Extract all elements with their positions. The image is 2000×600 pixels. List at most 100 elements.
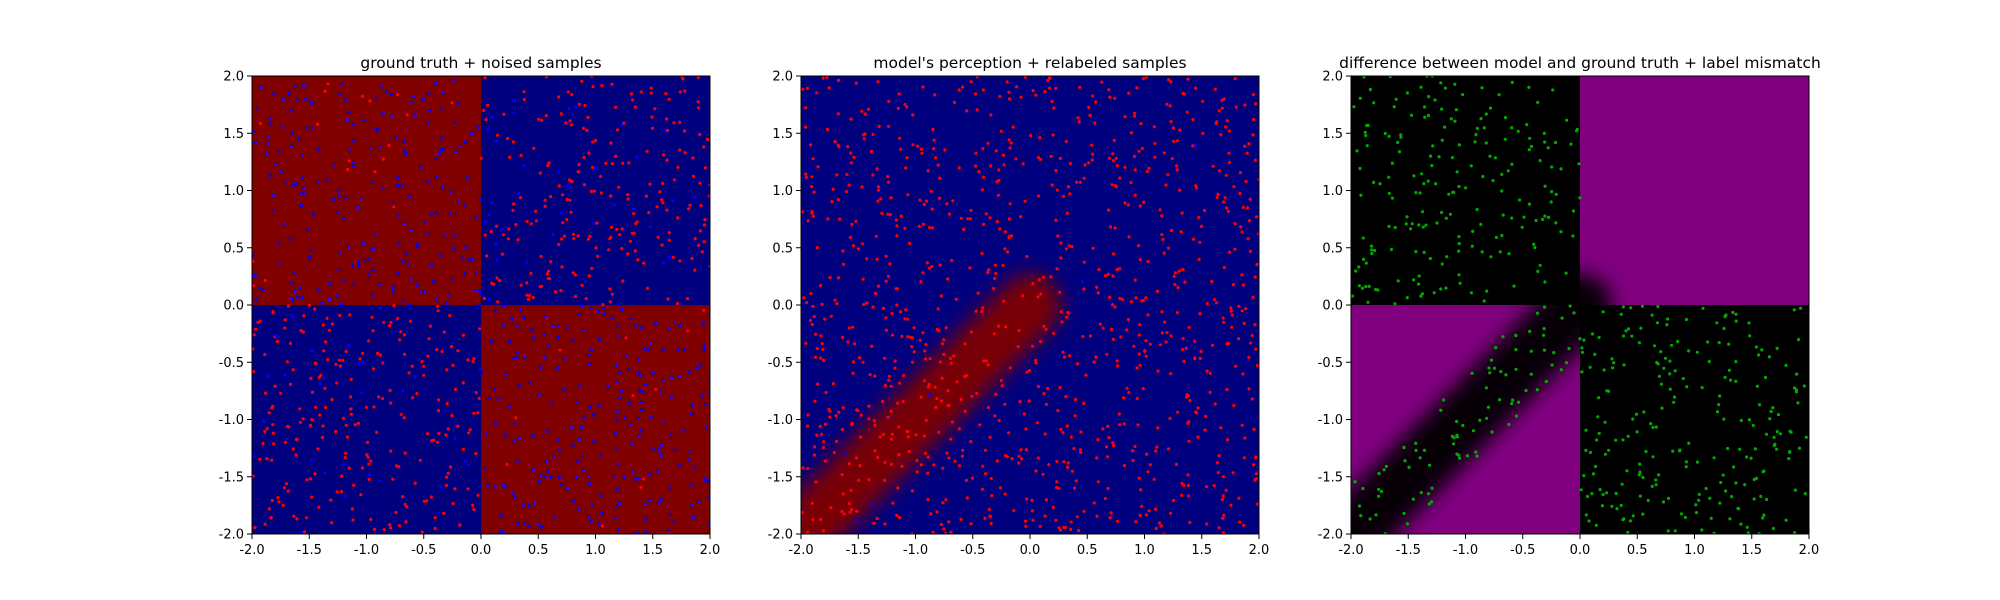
scatter-point [890, 311, 894, 315]
scatter-point [1405, 91, 1410, 95]
scatter-point [615, 227, 619, 231]
scatter-point [1014, 157, 1018, 161]
y-tick-label: -1.5 [219, 470, 244, 485]
scatter-point [1252, 463, 1256, 467]
scatter-point [1612, 361, 1616, 365]
scatter-point [615, 418, 619, 422]
y-tick-label: 1.5 [223, 127, 244, 142]
scatter-point [970, 394, 974, 398]
scatter-point [938, 176, 942, 180]
scatter-point [545, 459, 549, 464]
scatter-point [620, 307, 624, 311]
scatter-point [608, 237, 612, 241]
scatter-point [421, 97, 425, 102]
scatter-point [644, 517, 648, 521]
scatter-point [1063, 355, 1067, 359]
scatter-point [1044, 402, 1048, 406]
scatter-point [430, 439, 434, 443]
scatter-point [843, 452, 847, 456]
scatter-point [291, 299, 295, 303]
scatter-point [396, 93, 400, 97]
scatter-point [1256, 502, 1259, 506]
scatter-point [1093, 121, 1097, 125]
scatter-point [829, 506, 833, 510]
scatter-point [466, 487, 470, 491]
scatter-point [483, 467, 487, 471]
scatter-point [617, 185, 621, 189]
scatter-point [338, 364, 342, 368]
scatter-point [401, 259, 405, 263]
scatter-point [474, 270, 479, 274]
scatter-point [551, 324, 555, 328]
scatter-point [291, 183, 295, 187]
scatter-point [1700, 386, 1704, 390]
scatter-point [1520, 225, 1524, 229]
scatter-point [935, 510, 939, 514]
scatter-point [1231, 471, 1235, 475]
scatter-point [940, 376, 944, 380]
scatter-point [1423, 115, 1427, 119]
scatter-point [1007, 217, 1012, 221]
x-tick-label: 1.0 [585, 543, 606, 558]
scatter-point [1672, 400, 1676, 404]
scatter-point [515, 350, 519, 354]
scatter-point [873, 374, 877, 378]
scatter-point [1100, 80, 1104, 84]
scatter-point [1373, 248, 1377, 253]
scatter-point [1240, 423, 1244, 427]
scatter-point [1140, 146, 1144, 151]
scatter-point [1108, 295, 1112, 300]
scatter-point [1177, 269, 1181, 273]
scatter-point [1205, 369, 1209, 373]
scatter-point [1492, 366, 1497, 370]
scatter-point [310, 126, 314, 130]
scatter-point [519, 153, 523, 157]
scatter-point [850, 421, 854, 425]
scatter-point [994, 149, 998, 153]
scatter-point [883, 460, 887, 464]
scatter-point [650, 126, 655, 130]
scatter-point [562, 234, 567, 238]
scatter-point [1078, 180, 1082, 184]
scatter-point [1429, 154, 1433, 158]
scatter-point [258, 286, 262, 290]
scatter-point [849, 488, 853, 492]
scatter-point [261, 441, 265, 446]
scatter-point [576, 170, 580, 174]
scatter-point [960, 454, 965, 458]
scatter-point [1396, 140, 1400, 144]
scatter-point [949, 361, 953, 365]
scatter-point [1768, 417, 1772, 421]
scatter-point [1165, 102, 1169, 106]
scatter-point [1597, 431, 1601, 435]
scatter-point [428, 109, 432, 113]
scatter-point [477, 396, 481, 400]
scatter-point [486, 128, 490, 132]
scatter-point [903, 317, 907, 321]
scatter-point [320, 301, 324, 305]
scatter-point [659, 497, 663, 501]
scatter-point [446, 471, 450, 475]
scatter-point [1237, 520, 1242, 524]
scatter-point [1186, 421, 1190, 425]
scatter-point [337, 268, 341, 272]
scatter-point [581, 126, 586, 130]
scatter-point [404, 520, 408, 524]
scatter-point [1167, 78, 1171, 82]
scatter-point [936, 163, 940, 167]
scatter-point [1036, 384, 1040, 389]
scatter-point [349, 407, 353, 411]
scatter-point [1227, 250, 1232, 254]
scatter-point [1746, 531, 1750, 534]
scatter-point [529, 381, 533, 385]
scatter-point [1219, 133, 1223, 137]
scatter-point [324, 340, 328, 344]
scatter-point [872, 419, 876, 423]
scatter-point [439, 485, 443, 489]
scatter-point [665, 158, 669, 162]
scatter-point [666, 528, 670, 532]
scatter-point [821, 446, 826, 450]
scatter-point [1096, 480, 1100, 484]
scatter-point [308, 255, 312, 260]
scatter-point [1372, 101, 1376, 105]
